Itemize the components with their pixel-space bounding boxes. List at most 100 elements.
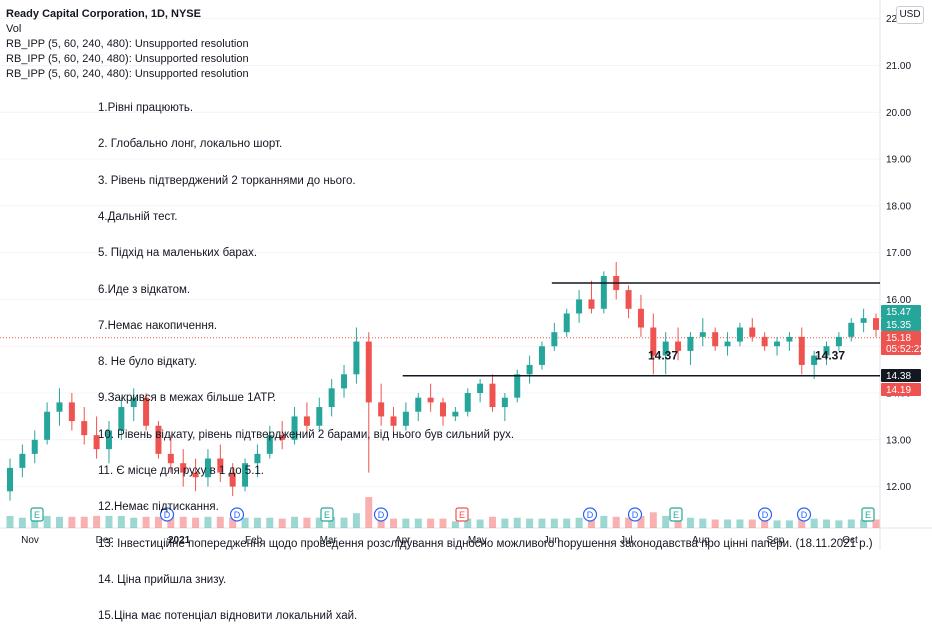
dividend-marker-icon[interactable]: D (582, 507, 598, 522)
volume-bar (625, 517, 633, 528)
volume-bar (6, 515, 14, 528)
volume-bar (216, 516, 224, 528)
time-tick-label: Jun (544, 535, 560, 546)
volume-bar (80, 516, 88, 528)
marker-letter: D (378, 510, 385, 520)
indicator-legend-3[interactable]: RB_IPP (5, 60, 240, 480): Unsupported re… (6, 68, 249, 80)
volume-bar (291, 516, 299, 528)
price-tag: 15.47 (881, 305, 921, 318)
dividend-marker-icon[interactable]: D (159, 507, 175, 522)
candle-body (798, 336, 805, 365)
dividend-marker-icon[interactable]: D (796, 507, 812, 522)
marker-letter: E (865, 510, 871, 520)
candle-body (242, 463, 249, 487)
marker-letter: D (801, 510, 808, 520)
candle-body (204, 458, 211, 478)
note-line: 10. Рівень відкату, рівень підтверджений… (98, 428, 515, 441)
price-axis[interactable]: 22.0021.0020.0019.0018.0017.0016.0015.00… (886, 14, 911, 493)
candle-body (143, 397, 150, 426)
note-line: 6.Иде з відкатом. (98, 283, 191, 296)
marker-frame (30, 507, 44, 522)
earnings-marker-icon[interactable]: E (30, 507, 44, 522)
volume-bar (414, 518, 422, 528)
earnings-marker-icon[interactable]: E (320, 507, 334, 522)
candle-body (167, 453, 174, 464)
candle-body (786, 336, 793, 342)
volume-bar (612, 516, 620, 528)
volume-bar (43, 515, 51, 528)
candle-body (7, 467, 13, 492)
candle-body (551, 332, 558, 347)
candle-body (341, 374, 348, 389)
volume-bar (303, 517, 311, 528)
volume-bar (266, 517, 274, 528)
candle-body (736, 327, 743, 342)
candle-body (378, 402, 385, 417)
time-axis[interactable]: Nov Dec 2021 Feb Mar Apr May Jun Jul Aug Sep Oct (21, 535, 858, 546)
level-lines[interactable] (402, 282, 880, 377)
candle-body (118, 407, 125, 431)
volume-bar (402, 518, 410, 528)
price-tick-label: 21.00 (886, 61, 911, 72)
volume-bar (464, 518, 472, 528)
symbol-title[interactable]: Ready Capital Corporation, 1D, NYSE (6, 8, 201, 20)
price-tag: 14.38 (881, 369, 921, 382)
volume-bar (352, 513, 360, 528)
candle-body (44, 411, 51, 440)
candle-body (699, 332, 706, 337)
earnings-marker-icon[interactable]: E (861, 507, 875, 522)
volume-legend[interactable]: Vol (6, 23, 22, 35)
indicator-legend-1[interactable]: RB_IPP (5, 60, 240, 480): Unsupported re… (6, 38, 249, 50)
volume-bar (538, 518, 546, 528)
candle-body (440, 402, 446, 417)
price-tick-label: 12.00 (886, 482, 911, 493)
note-line: 8. Не було відкату. (98, 356, 197, 369)
candle-body (662, 341, 669, 356)
volume-bar (501, 518, 509, 528)
candle-body (19, 453, 26, 468)
earnings-marker-icon[interactable]: E (455, 507, 469, 522)
candle-body (130, 397, 137, 408)
volume-bar (439, 518, 447, 528)
grid (0, 0, 932, 550)
candle-body (93, 435, 100, 450)
candle-body (675, 341, 682, 351)
volume-bar (93, 515, 101, 528)
volume-bar (575, 517, 583, 528)
dividend-marker-icon[interactable]: D (757, 507, 773, 522)
indicator-legend-2[interactable]: RB_IPP (5, 60, 240, 480): Unsupported re… (6, 53, 249, 65)
volume-bar (550, 518, 558, 528)
marker-frame (669, 507, 683, 522)
candle-body (105, 430, 112, 450)
marker-frame (159, 507, 175, 522)
volume-bar (278, 518, 286, 528)
volume-bar (600, 515, 608, 528)
volume-bar (142, 516, 150, 528)
price-tag: 15.35 (881, 318, 921, 331)
dividend-marker-icon[interactable]: D (229, 507, 245, 522)
dividend-marker-icon[interactable]: D (627, 507, 643, 522)
volume-bar (513, 517, 521, 528)
marker-letter: D (164, 510, 171, 520)
time-tick-label: 2021 (168, 535, 191, 546)
candle-body (526, 364, 533, 375)
candle-body (489, 383, 496, 408)
volume-bar (18, 517, 26, 528)
candle-body (563, 313, 570, 333)
marker-letter: D (632, 510, 639, 520)
candle-body (217, 458, 224, 473)
marker-letter: E (459, 510, 465, 520)
dividend-marker-icon[interactable]: D (373, 507, 389, 522)
price-tag-bg (881, 318, 921, 331)
currency-button[interactable]: USD (896, 6, 924, 24)
time-tick-label: Nov (21, 535, 39, 546)
price-tag-value: 14.19 (886, 385, 911, 396)
note-line: 9.Закрився в межах більше 1АТР. (98, 392, 276, 405)
volume-bar (154, 516, 162, 528)
marker-frame (627, 507, 643, 522)
candle-body (155, 425, 162, 454)
earnings-marker-icon[interactable]: E (669, 507, 683, 522)
volume-bar (835, 520, 843, 528)
